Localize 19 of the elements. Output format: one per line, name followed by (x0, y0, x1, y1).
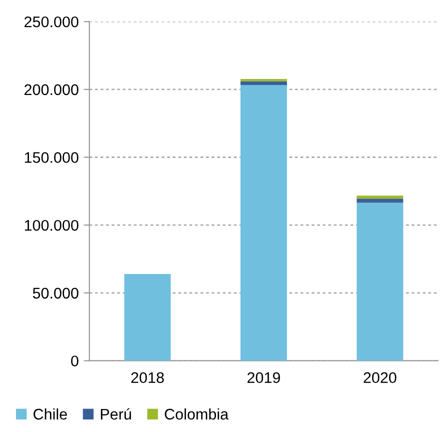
y-tick-label: 50.000 (32, 288, 78, 299)
bar (240, 78, 287, 82)
x-tick-label: 2018 (131, 372, 164, 384)
legend-label: Colombia (164, 408, 229, 420)
x-tick-label: 2019 (248, 372, 280, 384)
legend-label: Chile (34, 408, 67, 420)
bar (240, 81, 287, 85)
y-tick-label: 250.000 (24, 16, 78, 28)
y-tick-label: 0 (71, 356, 78, 366)
bar (240, 84, 287, 361)
y-tick-label: 100.000 (24, 220, 78, 231)
bar (124, 274, 171, 361)
x-tick-label: 2020 (364, 372, 396, 384)
bar (356, 198, 404, 203)
bar (356, 196, 404, 199)
legend-label: Perú (100, 408, 131, 420)
y-tick-label: 200.000 (24, 84, 78, 96)
y-tick-label: 150.000 (24, 152, 78, 163)
bar (356, 202, 404, 361)
